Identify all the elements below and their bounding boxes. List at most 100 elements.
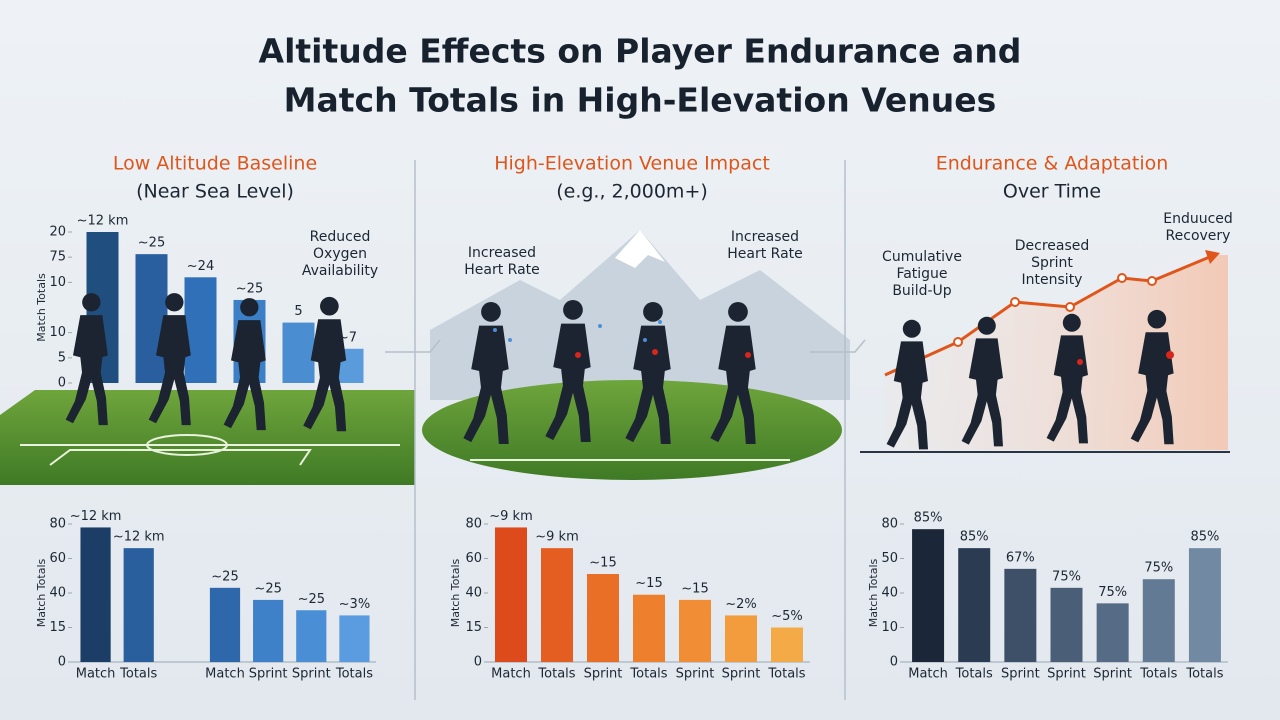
bar-label: 85%: [1190, 530, 1219, 545]
bar: [123, 548, 154, 662]
bar-label: ~12 km: [113, 530, 165, 545]
x-tick-label: Sprint: [584, 667, 623, 682]
annotation: Cumulative: [882, 249, 962, 265]
y-tick-label: 80: [881, 517, 898, 532]
y-tick-label: 10: [49, 275, 66, 290]
bar-label: 75%: [1052, 569, 1081, 584]
bar: [495, 527, 527, 662]
y-tick-label: 15: [465, 620, 482, 635]
annotation: Build-Up: [892, 283, 951, 299]
x-tick-label: Totals: [629, 667, 667, 682]
y-tick-label: 0: [890, 655, 898, 670]
bar-label: ~25: [254, 581, 281, 596]
bar-label: 85%: [914, 511, 943, 526]
bar: [1050, 587, 1083, 662]
bar: [633, 594, 665, 662]
y-tick-label: 75: [49, 250, 66, 265]
x-tick-label: Sprint: [676, 667, 715, 682]
annotation: Heart Rate: [464, 262, 540, 278]
bar: [912, 529, 945, 662]
x-tick-label: Match: [76, 667, 116, 682]
annotation: Intensity: [1022, 272, 1083, 288]
y-tick-label: 0: [58, 376, 66, 391]
bar: [725, 615, 757, 662]
bar-label: ~3%: [339, 597, 371, 612]
bar: [1096, 603, 1129, 662]
panel-heading: High-Elevation Venue Impact: [494, 153, 770, 175]
annotation: Increased: [468, 245, 536, 261]
y-tick-label: 10: [881, 620, 898, 635]
panel-subheading: (Near Sea Level): [136, 181, 294, 203]
bar-label: ~9 km: [535, 530, 579, 545]
x-tick-label: Sprint: [249, 667, 288, 682]
y-tick-label: 60: [49, 551, 66, 566]
x-tick-label: Totals: [537, 667, 575, 682]
scene-left: [0, 390, 415, 485]
bar: [296, 610, 327, 662]
x-tick-label: Match: [205, 667, 245, 682]
y-axis-label: Match Totals: [867, 558, 880, 627]
x-tick-label: Totals: [119, 667, 157, 682]
bar: [80, 527, 111, 662]
x-tick-label: Sprint: [1093, 667, 1132, 682]
bar: [1188, 548, 1221, 662]
bar: [1142, 579, 1175, 662]
x-tick-label: Match: [908, 667, 948, 682]
y-tick-label: 40: [49, 586, 66, 601]
y-tick-label: 0: [474, 655, 482, 670]
y-tick-label: 0: [58, 655, 66, 670]
x-tick-label: Totals: [1139, 667, 1177, 682]
y-tick-label: 80: [465, 517, 482, 532]
bar: [587, 574, 619, 662]
title: Match Totals in High-Elevation Venues: [284, 81, 997, 120]
bar: [282, 322, 315, 383]
x-tick-label: Totals: [767, 667, 805, 682]
panel-subheading: (e.g., 2,000m+): [556, 181, 708, 203]
annotation: Recovery: [1166, 228, 1231, 244]
bar-label: 75%: [1098, 585, 1127, 600]
x-tick-label: Match: [491, 667, 531, 682]
y-axis-label: Match Totals: [35, 273, 48, 342]
bar: [184, 277, 217, 383]
y-tick-label: 10: [49, 325, 66, 340]
bar-label: 5: [294, 304, 302, 319]
bar: [1004, 568, 1037, 662]
bar: [135, 254, 168, 383]
bar-label: 85%: [960, 530, 989, 545]
bar: [253, 599, 284, 662]
y-tick-label: 60: [465, 551, 482, 566]
annotation: Heart Rate: [727, 246, 803, 262]
x-tick-label: Totals: [955, 667, 993, 682]
annotation: Availability: [302, 263, 378, 279]
bar-label: 75%: [1144, 561, 1173, 576]
y-tick-label: 40: [465, 586, 482, 601]
bar-label: ~5%: [771, 609, 803, 624]
bar-label: ~12 km: [70, 509, 122, 524]
bar: [771, 627, 803, 662]
x-tick-label: Sprint: [292, 667, 331, 682]
bar-label: ~9 km: [489, 509, 533, 524]
bar-label: ~15: [681, 581, 708, 596]
bar-label: ~15: [589, 556, 616, 571]
y-tick-label: 80: [49, 517, 66, 532]
y-tick-label: 40: [881, 586, 898, 601]
bar-label: ~25: [236, 281, 263, 296]
y-axis-label: Match Totals: [35, 558, 48, 627]
y-axis-label: Match Totals: [449, 558, 462, 627]
x-tick-label: Sprint: [722, 667, 761, 682]
annotation: Enduuced: [1163, 211, 1233, 227]
bar-label: ~25: [211, 569, 238, 584]
x-tick-label: Sprint: [1001, 667, 1040, 682]
annotation: Reduced: [310, 229, 371, 245]
bar: [958, 548, 991, 662]
bar: [209, 587, 241, 662]
annotation: Increased: [731, 229, 799, 245]
annotation: Sprint: [1031, 255, 1073, 271]
annotation: Oxygen: [313, 246, 367, 262]
bar-label: ~24: [187, 259, 214, 274]
bar-label: ~25: [298, 592, 325, 607]
bar-label: ~12 km: [77, 214, 129, 229]
x-tick-label: Sprint: [1047, 667, 1086, 682]
